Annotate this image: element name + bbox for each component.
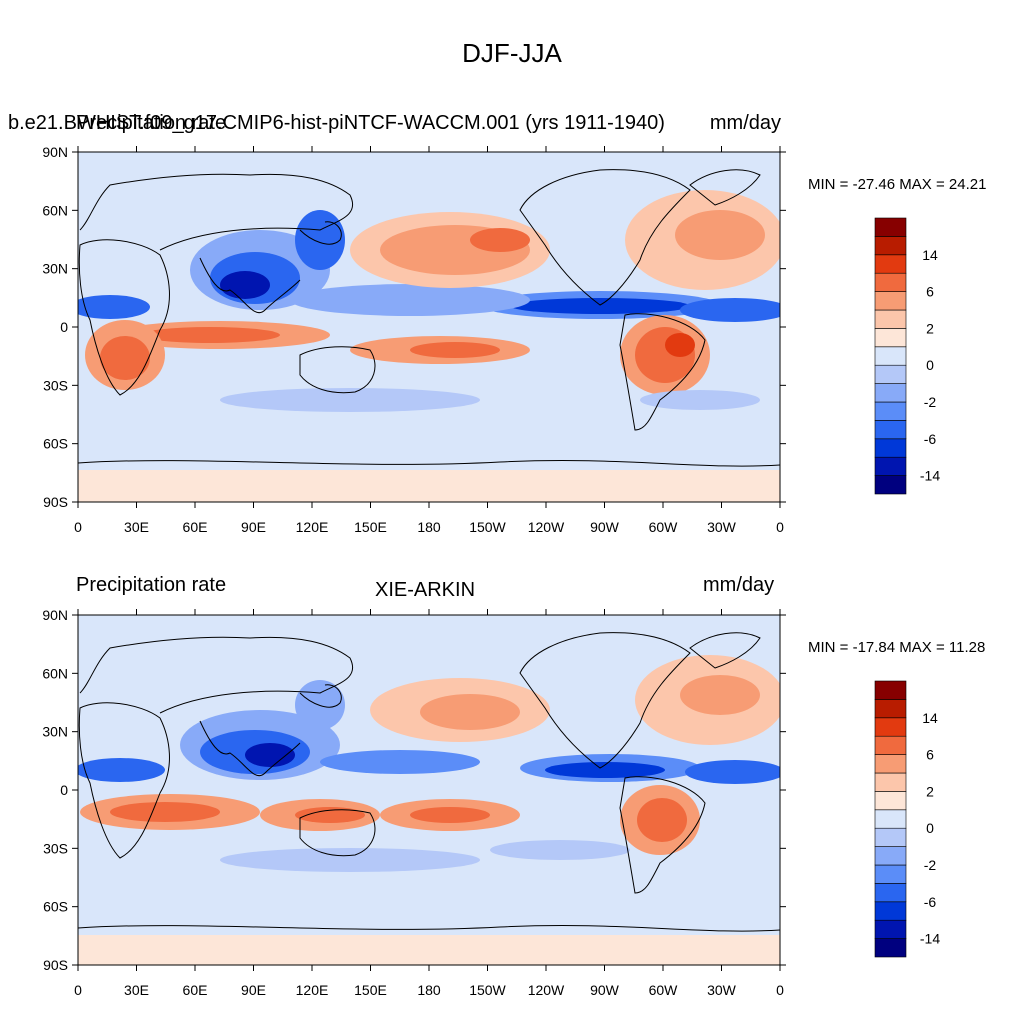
- colorbar-label: 6: [926, 284, 934, 300]
- lon-label: 30W: [707, 519, 737, 535]
- colorbar-swatch: [874, 401, 907, 421]
- colorbar-label: -6: [924, 431, 937, 447]
- lon-label: 150E: [354, 982, 387, 998]
- lon-label: 30W: [707, 982, 737, 998]
- figure-title: DJF-JJA: [462, 38, 562, 68]
- lon-label: 120E: [296, 519, 329, 535]
- colorbar-swatch: [874, 846, 907, 866]
- colorbar-swatch: [874, 717, 907, 737]
- colorbar-swatch: [874, 772, 907, 792]
- lon-label: 150E: [354, 519, 387, 535]
- lon-label: 150W: [469, 982, 506, 998]
- lat-label: 30N: [42, 261, 68, 277]
- lon-label: 60W: [649, 519, 679, 535]
- lat-label: 60S: [43, 899, 68, 915]
- colorbar-swatch: [874, 217, 907, 237]
- colorbar-label: -14: [920, 931, 940, 947]
- lon-label: 90E: [241, 982, 266, 998]
- lon-label: 0: [74, 982, 82, 998]
- lon-label: 30E: [124, 982, 149, 998]
- panel2-units-label: mm/day: [703, 574, 775, 596]
- lon-label: 30E: [124, 519, 149, 535]
- colorbars: -14 -6 -2 0 2 6 14 -14 -6 -2 0 2 6 14: [874, 217, 940, 958]
- lon-label: 60E: [183, 982, 208, 998]
- colorbar-swatch: [874, 328, 907, 348]
- lon-label: 180: [417, 982, 441, 998]
- lat-label: 0: [60, 319, 68, 335]
- colorbar-label: 0: [926, 820, 934, 836]
- colorbar-label: 2: [926, 320, 934, 336]
- colorbar-swatch: [874, 735, 907, 755]
- lon-label: 0: [74, 519, 82, 535]
- colorbar-swatch: [874, 919, 907, 939]
- panel2-variable-label: Precipitation rate: [76, 574, 227, 596]
- colorbar-swatch: [874, 938, 907, 958]
- lat-label: 90S: [43, 494, 68, 510]
- colorbar-swatch: [874, 699, 907, 719]
- panel1-variable-label: Precipitation rate: [76, 112, 227, 134]
- lon-label: 120W: [528, 982, 565, 998]
- lon-label: 60E: [183, 519, 208, 535]
- colorbar-swatch: [874, 272, 907, 292]
- colorbar-swatch: [874, 827, 907, 847]
- colorbar-swatch: [874, 864, 907, 884]
- colorbar-swatch: [874, 475, 907, 495]
- colorbar-swatch: [874, 680, 907, 700]
- lon-label: 90W: [590, 982, 620, 998]
- lat-label: 60S: [43, 436, 68, 452]
- panel1-map: [77, 151, 781, 503]
- panel2-dataset-label: XIE-ARKIN: [375, 579, 476, 601]
- colorbar-swatch: [874, 364, 907, 384]
- colorbar-swatch: [874, 291, 907, 311]
- colorbar-label: -2: [924, 394, 937, 410]
- colorbar-swatch: [874, 809, 907, 829]
- colorbar-swatch: [874, 346, 907, 366]
- panel1-units-label: mm/day: [709, 112, 781, 134]
- colorbar-label: -14: [920, 468, 940, 484]
- colorbar-label: -6: [924, 894, 937, 910]
- lat-label: 60N: [42, 202, 68, 218]
- colorbar-swatch: [874, 754, 907, 774]
- lat-label: 0: [60, 782, 68, 798]
- axis-ticks: 90N 60N 30N 0 30S 60S 90S 0 30E 60E 90E 120E 150E 180…: [42, 144, 786, 998]
- colorbar-label: 2: [926, 783, 934, 799]
- lat-label: 90N: [42, 607, 68, 623]
- lat-label: 30N: [42, 724, 68, 740]
- lat-label: 90S: [43, 957, 68, 973]
- colorbar-label: 14: [922, 710, 938, 726]
- lat-label: 30S: [43, 377, 68, 393]
- lon-label: 90E: [241, 519, 266, 535]
- lon-label: 60W: [649, 982, 679, 998]
- colorbar-label: -2: [924, 857, 937, 873]
- colorbar-swatch: [874, 420, 907, 440]
- panel2-map: [77, 614, 781, 966]
- colorbar-label: 6: [926, 747, 934, 763]
- lon-label: 120E: [296, 982, 329, 998]
- colorbar-swatch: [874, 883, 907, 903]
- colorbar-swatch: [874, 383, 907, 403]
- lon-label: 180: [417, 519, 441, 535]
- lat-label: 90N: [42, 144, 68, 160]
- colorbar-swatch: [874, 309, 907, 329]
- panel1-minmax: MIN = -27.46 MAX = 24.21: [808, 176, 987, 193]
- panel2-minmax: MIN = -17.84 MAX = 11.28: [808, 639, 986, 656]
- colorbar-swatch: [874, 456, 907, 476]
- lon-label: 120W: [528, 519, 565, 535]
- colorbar-swatch: [874, 438, 907, 458]
- lat-label: 60N: [42, 665, 68, 681]
- lon-label: 0: [776, 519, 784, 535]
- lon-label: 90W: [590, 519, 620, 535]
- colorbar-swatch: [874, 236, 907, 256]
- lat-label: 30S: [43, 840, 68, 856]
- colorbar-swatch: [874, 901, 907, 921]
- colorbar-label: 0: [926, 357, 934, 373]
- colorbar-label: 14: [922, 247, 938, 263]
- lon-label: 0: [776, 982, 784, 998]
- lon-label: 150W: [469, 519, 506, 535]
- panel1-case-label: b.e21.BWHIST.f09_g17.CMIP6-hist-piNTCF-W…: [8, 112, 665, 134]
- colorbar-swatch: [874, 254, 907, 274]
- colorbar-swatch: [874, 791, 907, 811]
